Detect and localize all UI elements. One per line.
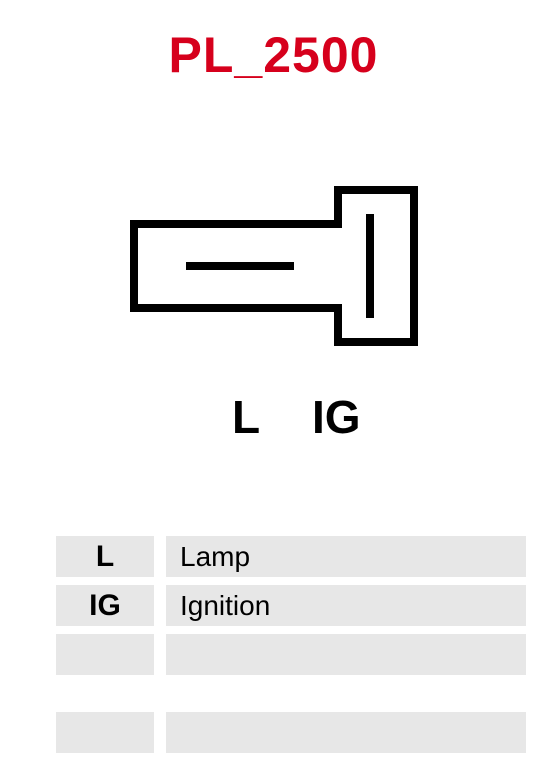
- legend-code: L: [56, 536, 154, 577]
- legend-desc: Lamp: [166, 536, 526, 577]
- legend-row: [56, 634, 526, 675]
- connector-drawing: [0, 0, 547, 380]
- legend-code: [56, 634, 154, 675]
- legend-row: L Lamp: [56, 536, 526, 577]
- legend-desc: [166, 634, 526, 675]
- legend-table-2: [56, 712, 526, 761]
- legend-code: [56, 712, 154, 753]
- pin-label-IG: IG: [312, 390, 361, 444]
- diagram-canvas: PL_2500 L IG LLampIGIgnition: [0, 0, 547, 761]
- legend-row: [56, 712, 526, 753]
- legend-desc: Ignition: [166, 585, 526, 626]
- legend-desc: [166, 712, 526, 753]
- legend-table: L Lamp IG Ignition: [56, 536, 526, 683]
- pin-label-L: L: [232, 390, 260, 444]
- legend-row: IG Ignition: [56, 585, 526, 626]
- legend-code: IG: [56, 585, 154, 626]
